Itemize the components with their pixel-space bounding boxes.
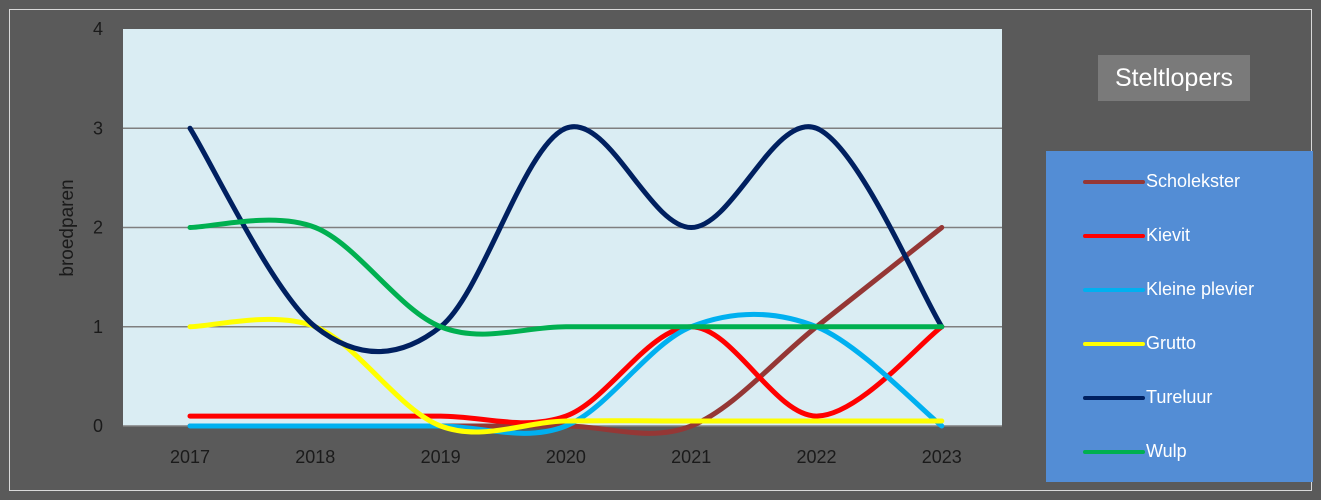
legend-label: Wulp	[1146, 441, 1187, 461]
legend-item: Grutto	[1046, 328, 1313, 358]
y-tick-label: 2	[93, 218, 103, 238]
legend-label: Scholekster	[1146, 171, 1241, 191]
y-tick-label: 1	[93, 317, 103, 337]
y-tick-label: 4	[93, 19, 103, 39]
series-line-tureluur	[187, 124, 945, 354]
legend-item: Kievit	[1046, 220, 1313, 250]
legend-swatch	[1083, 234, 1145, 238]
legend-item: Wulp	[1046, 436, 1313, 466]
x-tick-label: 2018	[295, 447, 335, 467]
legend-swatch	[1083, 450, 1145, 454]
legend-item: Kleine plevier	[1046, 274, 1313, 304]
legend-swatch	[1083, 288, 1145, 292]
x-tick-label: 2022	[796, 447, 836, 467]
y-tick-label: 0	[93, 416, 103, 436]
y-axis-label: broedparen	[57, 179, 78, 276]
legend-swatch	[1083, 396, 1145, 400]
legend: Scholekster Kievit Kleine plevier Grutto Tur…	[1046, 151, 1313, 482]
x-tick-label: 2020	[546, 447, 586, 467]
x-tick-label: 2019	[421, 447, 461, 467]
legend-label: Tureluur	[1146, 387, 1213, 407]
legend-item: Tureluur	[1046, 382, 1313, 412]
legend-label: Kleine plevier	[1146, 279, 1255, 299]
y-tick-label: 3	[93, 118, 103, 138]
legend-item: Scholekster	[1046, 166, 1313, 196]
legend-swatch	[1083, 342, 1145, 346]
legend-label: Grutto	[1146, 333, 1197, 353]
x-tick-label: 2023	[922, 447, 962, 467]
series-line-wulp	[187, 217, 945, 337]
legend-swatch	[1083, 180, 1145, 184]
chart-title: Steltlopers	[1098, 55, 1250, 101]
x-tick-label: 2021	[671, 447, 711, 467]
x-tick-label: 2017	[170, 447, 210, 467]
legend-label: Kievit	[1146, 225, 1191, 245]
series-line-kievit	[187, 324, 945, 426]
